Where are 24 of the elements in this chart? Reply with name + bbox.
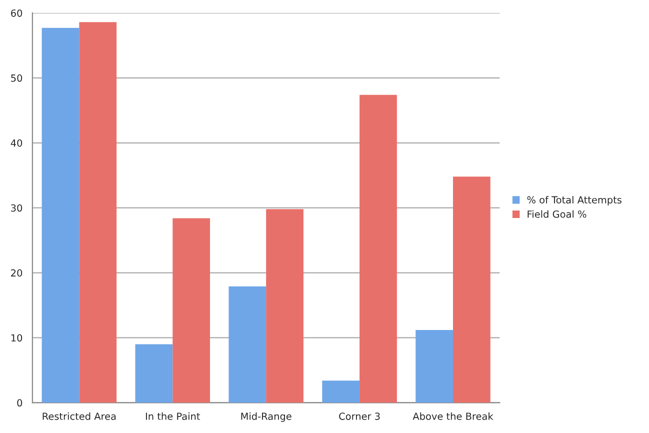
bar <box>228 286 266 403</box>
x-tick-label: Corner 3 <box>339 412 380 420</box>
legend-label: Field Goal % <box>528 210 586 218</box>
bar <box>416 330 453 403</box>
y-tick-label: 60 <box>11 9 22 17</box>
x-tick-label: In the Paint <box>146 412 200 420</box>
y-tick-label: 10 <box>11 334 22 342</box>
x-tick-label: Restricted Area <box>42 412 116 420</box>
bar <box>172 218 210 403</box>
x-tick-label: Mid-Range <box>241 412 292 422</box>
bar <box>322 380 360 403</box>
y-tick-label: 0 <box>17 399 22 407</box>
y-tick-label: 40 <box>10 139 22 147</box>
bar <box>135 344 173 403</box>
bar <box>42 28 80 403</box>
y-tick-label: 50 <box>11 74 22 82</box>
legend-label: % of Total Attempts <box>527 196 622 206</box>
bar <box>360 94 397 403</box>
y-tick-label: 20 <box>11 269 22 277</box>
x-tick-label: Above the Break <box>412 412 494 420</box>
y-tick-label: 30 <box>11 204 22 212</box>
bar <box>79 22 117 403</box>
bar <box>453 176 490 403</box>
bar <box>266 209 304 403</box>
